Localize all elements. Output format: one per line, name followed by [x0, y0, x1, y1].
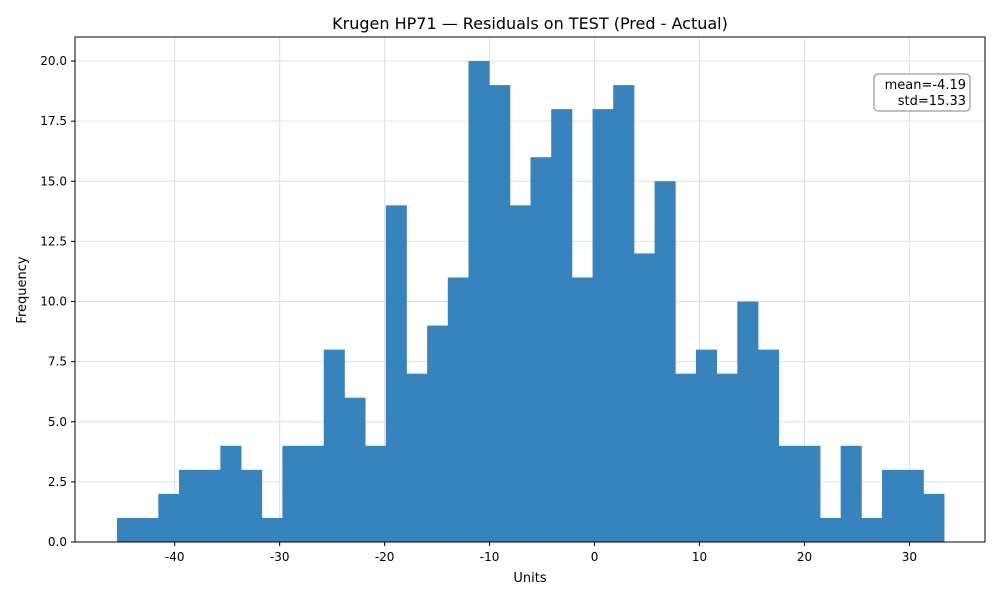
histogram-bar — [551, 109, 573, 543]
x-tick-label: 30 — [902, 550, 917, 564]
std-text: std=15.33 — [898, 94, 966, 109]
y-tick-label: 15.0 — [40, 174, 67, 188]
histogram-bar — [675, 373, 697, 542]
x-axis-ticks: -40 -30 -20 -10 0 10 20 30 — [165, 542, 917, 564]
histogram-bar — [861, 517, 883, 542]
y-axis-ticks: 0.0 2.5 5.0 7.5 10.0 12.5 15.0 17.5 20.0 — [40, 54, 75, 549]
y-tick-label: 0.0 — [48, 535, 67, 549]
histogram-bar — [778, 445, 800, 542]
histogram-bar — [882, 469, 904, 542]
y-tick-label: 10.0 — [40, 295, 67, 309]
histogram-bar — [303, 445, 325, 542]
histogram-bar — [447, 277, 469, 542]
histogram-bar — [261, 517, 283, 542]
histogram-bar — [613, 85, 635, 542]
histogram-bar — [902, 469, 924, 542]
histogram-bar — [820, 517, 842, 542]
histogram-bar — [923, 493, 945, 542]
histogram-bar — [840, 445, 862, 542]
histogram-bar — [282, 445, 304, 542]
histogram-bar — [757, 349, 780, 542]
y-tick-label: 17.5 — [40, 114, 67, 128]
histogram-bar — [199, 469, 221, 542]
x-tick-label: -40 — [165, 550, 185, 564]
stats-annotation: mean=-4.19 std=15.33 — [873, 73, 971, 112]
histogram-bar — [116, 517, 139, 542]
histogram-bar — [737, 301, 759, 542]
histogram-bar — [633, 253, 655, 542]
histogram-bar — [509, 205, 531, 543]
x-tick-label: -10 — [480, 550, 500, 564]
histogram-bar — [406, 373, 428, 542]
y-axis-label: Frequency — [15, 256, 30, 323]
x-tick-label: 20 — [797, 550, 812, 564]
stats-box — [873, 73, 971, 112]
histogram-bars — [116, 61, 945, 543]
chart-title: Krugen HP71 — Residuals on TEST (Pred - … — [332, 14, 728, 33]
y-tick-label: 7.5 — [48, 355, 67, 369]
histogram-bar — [530, 157, 552, 542]
y-tick-label: 2.5 — [48, 475, 67, 489]
x-tick-label: -20 — [375, 550, 395, 564]
y-tick-label: 20.0 — [40, 54, 67, 68]
histogram-bar — [158, 493, 180, 542]
histogram-bar — [716, 373, 738, 542]
histogram-bar — [654, 181, 676, 543]
histogram-bar — [799, 445, 821, 542]
histogram-bar — [489, 85, 511, 542]
histogram-bar — [137, 517, 159, 542]
x-tick-label: -30 — [270, 550, 290, 564]
x-tick-label: 10 — [692, 550, 707, 564]
histogram-bar — [344, 397, 366, 542]
histogram-bar — [385, 205, 407, 543]
x-tick-label: 0 — [591, 550, 599, 564]
y-tick-label: 12.5 — [40, 234, 67, 248]
histogram-bar — [592, 109, 614, 543]
histogram-bar — [427, 325, 449, 542]
histogram-bar — [695, 349, 718, 542]
histogram-bar — [179, 469, 201, 542]
mean-text: mean=-4.19 — [885, 78, 966, 93]
histogram-bar — [220, 445, 242, 542]
histogram-bar — [571, 277, 593, 542]
histogram-bar — [323, 349, 345, 542]
histogram-bar — [468, 61, 490, 543]
x-axis-label: Units — [513, 571, 546, 586]
y-tick-label: 5.0 — [48, 415, 67, 429]
plot-frame — [74, 36, 986, 543]
histogram-bar — [365, 445, 387, 542]
histogram-bar — [241, 469, 263, 542]
